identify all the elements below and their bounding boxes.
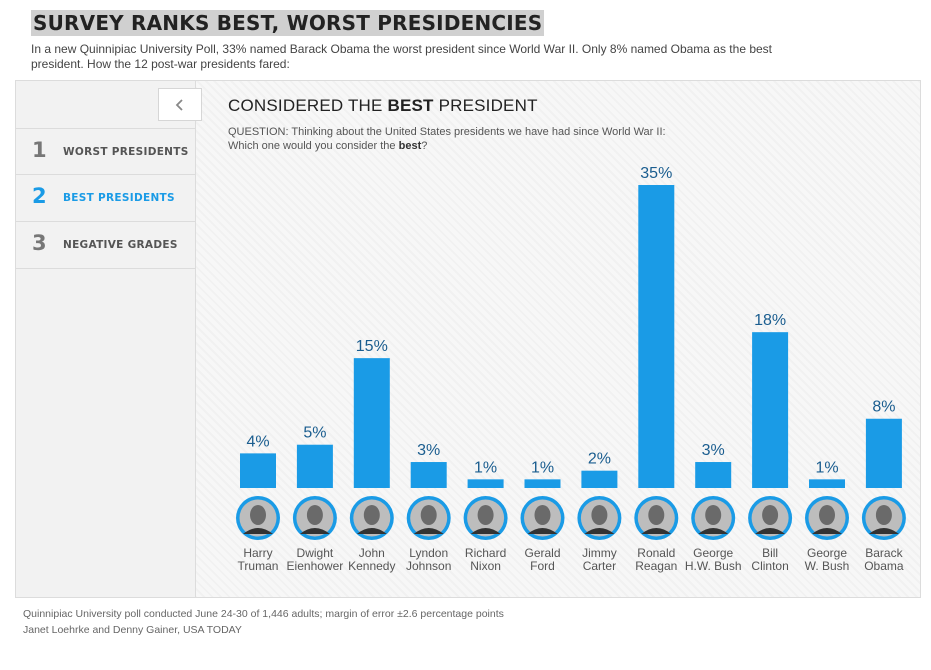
data-label: 1% <box>474 459 497 476</box>
data-label: 5% <box>303 425 326 442</box>
headline: SURVEY RANKS BEST, WORST PRESIDENCIES <box>31 10 545 36</box>
category-label: Ford <box>530 559 555 573</box>
data-label: 2% <box>588 451 611 468</box>
bar <box>695 462 732 488</box>
nav-label: NEGATIVE GRADES <box>63 239 178 251</box>
nav-label: WORST PRESIDENTS <box>63 146 189 158</box>
category-label: Richard <box>465 546 506 560</box>
category-label: Barack <box>865 546 903 560</box>
portrait-avatar <box>349 496 394 540</box>
nav-number: 1 <box>32 138 47 162</box>
category-label: Jimmy <box>582 546 617 560</box>
nav-item-negative-grades[interactable]: 3 NEGATIVE GRADES <box>16 222 196 269</box>
chart-panel: 1 WORST PRESIDENTS 2 BEST PRESIDENTS 3 N… <box>15 80 921 598</box>
data-label: 18% <box>754 312 786 329</box>
data-label: 4% <box>246 433 269 450</box>
category-label: Gerald <box>524 546 560 560</box>
category-label: Dwight <box>297 546 334 560</box>
nav-number: 3 <box>32 231 47 255</box>
bar <box>353 358 390 488</box>
footer-source: Quinnipiac University poll conducted Jun… <box>23 608 504 620</box>
bar <box>809 479 845 488</box>
category-label: George <box>807 546 847 560</box>
category-label: George <box>693 546 733 560</box>
portrait-avatar <box>577 496 622 540</box>
category-label: Truman <box>238 559 279 573</box>
data-label: 1% <box>531 459 554 476</box>
portrait-avatar <box>463 496 508 540</box>
category-label: Carter <box>583 559 616 573</box>
category-label: Johnson <box>406 559 451 573</box>
data-label: 3% <box>417 442 440 459</box>
data-label: 15% <box>356 338 388 355</box>
portrait-avatar <box>520 496 565 540</box>
portrait-avatar <box>691 496 736 540</box>
category-label: H.W. Bush <box>685 559 742 573</box>
category-label: Bill <box>762 546 778 560</box>
data-label: 35% <box>640 165 672 182</box>
bar <box>240 453 276 488</box>
bar <box>410 462 447 488</box>
chart-question: QUESTION: Thinking about the United Stat… <box>228 126 666 152</box>
bar <box>581 470 618 488</box>
data-label: 3% <box>702 442 725 459</box>
bar <box>752 332 789 488</box>
category-label: Kennedy <box>348 559 395 573</box>
portrait-avatar <box>406 496 451 540</box>
category-label: Obama <box>864 559 904 573</box>
category-label: W. Bush <box>805 559 850 573</box>
intro-text: In a new Quinnipiac University Poll, 33%… <box>31 42 773 71</box>
data-label: 8% <box>872 399 895 416</box>
portrait-avatar <box>236 496 280 540</box>
sidebar: 1 WORST PRESIDENTS 2 BEST PRESIDENTS 3 N… <box>16 81 196 597</box>
back-button[interactable] <box>158 88 202 121</box>
nav-number: 2 <box>32 184 47 208</box>
chevron-left-icon <box>175 98 183 111</box>
category-label: Reagan <box>635 559 677 573</box>
bar <box>638 185 675 488</box>
nav-item-worst-presidents[interactable]: 1 WORST PRESIDENTS <box>16 128 196 175</box>
category-label: Nixon <box>470 559 501 573</box>
chart-title: CONSIDERED THE BEST PRESIDENT <box>228 96 538 115</box>
footer-credit: Janet Loehrke and Denny Gainer, USA TODA… <box>23 624 242 636</box>
bar <box>865 418 902 488</box>
bar <box>467 479 504 488</box>
portrait-avatar <box>805 496 849 540</box>
footer: Quinnipiac University poll conducted Jun… <box>23 606 504 638</box>
category-label: John <box>359 546 385 560</box>
bar <box>296 444 333 488</box>
portrait-avatar <box>861 496 906 540</box>
category-label: Ronald <box>637 546 675 560</box>
portrait-avatar <box>748 496 793 540</box>
category-label: Harry <box>243 546 272 560</box>
category-label: Eienhower <box>287 559 344 573</box>
data-label: 1% <box>815 459 838 476</box>
portrait-avatar <box>292 496 337 540</box>
portrait-avatar <box>634 496 679 540</box>
category-label: Lyndon <box>409 546 448 560</box>
category-label: Clinton <box>751 559 788 573</box>
nav-item-best-presidents[interactable]: 2 BEST PRESIDENTS <box>16 175 196 222</box>
bar <box>524 479 561 488</box>
nav-label: BEST PRESIDENTS <box>63 192 175 204</box>
